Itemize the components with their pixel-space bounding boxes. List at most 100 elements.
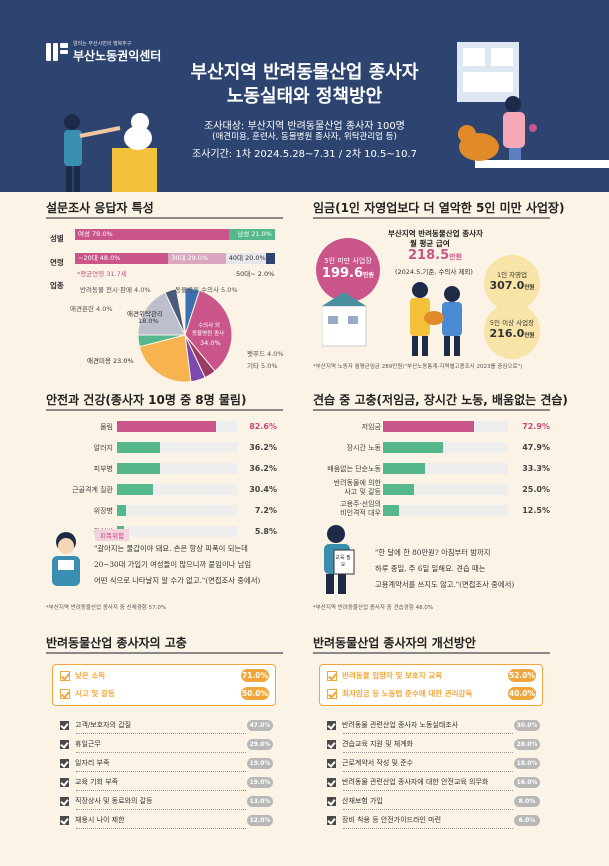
top-item-label: 사고 및 갈등 [75,689,115,698]
wage-unit: 만원 [449,253,463,261]
bar-label-text-2: 사고 및 갈등 [344,488,381,496]
dotted-line [343,752,513,753]
wage-basis: (2024.5.기준, 수의사 제외) [395,268,473,276]
bar-value: 82.6% [249,422,277,431]
age-bar: ~20대 48.0% 30대 29.0% 40대 20.0% [75,253,275,264]
top-item-value: 50.0% [241,687,269,700]
intern-quote-2: 하루 종일, 주 6일 일해요. 견습 때는 [375,564,486,573]
dotted-line [343,828,513,829]
dotted-line [343,790,513,791]
list-item-value: 8.0% [514,796,540,807]
list-item: 반려동물 관련산업 종사자에 대한 안전교육 의무화 [327,777,488,787]
intern-note: *부산지역 반려동물산업 종사자 중 견습경험 48.0% [313,605,434,611]
large-biz-circle: 5인 이상 사업장 216.0만원 [484,303,540,359]
list-item-label: 직장상사 및 동료와의 갈등 [75,797,153,805]
bar-label: 물림 [37,423,113,432]
self-employed-unit: 만원 [524,285,535,291]
pie-label-boarding-pct: 18.0% [138,317,159,325]
list-item-value: 19.0% [247,758,273,769]
bar-fill [117,421,217,432]
list-item: 고객/보호자의 갑질 [60,720,131,730]
check-icon [60,777,69,787]
list-item-value: 30.0% [514,720,540,731]
bar-label-text-2: 비인격적 대우 [340,509,381,517]
section-title-intern: 견습 중 고충(저임금, 장시간 노동, 배움없는 견습) [313,393,568,407]
bar-label-text: 물림 [100,423,113,431]
list-item: 휴일근무 [60,739,101,749]
bar-fill [117,484,154,495]
workers-illustration [322,282,462,356]
bar-label: 고용주·선임의 비인격적 대우 [305,500,381,518]
check-icon [60,758,69,768]
top-item-label: 최저임금 등 노동법 준수에 대한 관리감독 [342,689,473,698]
list-item-value: 47.0% [247,720,273,731]
org-name: 부산노동권익센터 [73,49,162,63]
dotted-line [343,771,513,772]
gender-bar: 여성 79.0% 남성 21.0% [75,229,275,240]
pie-label-grooming: 애견미용 23.0% [87,357,134,365]
check-icon [327,739,336,749]
stack-segment: 남성 21.0% [228,229,275,240]
list-item-value: 6.0% [514,815,540,826]
list-item: 직장상사 및 동료와의 갈등 [60,796,153,806]
list-item-value: 28.0% [514,739,540,750]
dotted-line [76,790,246,791]
age-label: 연령 [50,258,64,267]
list-item: 장비 착용 등 안전가이드라인 마련 [327,815,441,825]
pie-label-petfood: 펫푸드 4.0% [247,350,284,358]
top-item: 최저임금 등 노동법 준수에 대한 관리감독 [327,688,472,699]
top-item-label: 반려동물 입양자 및 보호자 교육 [342,671,443,680]
bar-label-text: 고용주·선임의 [340,500,381,508]
groomer-illustration [64,113,157,192]
check-icon [60,720,69,730]
stack-segment [266,253,275,264]
bar-label: 위장병 [37,507,113,516]
bar-track [383,463,508,474]
list-item-label: 휴일근무 [75,740,101,748]
improve-top-box [319,664,543,706]
list-item-value: 19.0% [247,777,273,788]
list-item-label: 견습교육 지원 및 체계화 [342,740,414,748]
bar-label-text: 위장병 [93,507,113,515]
bar-track [383,484,508,495]
section-title-hardship: 반려동물산업 종사자의 고충 [46,636,187,650]
top-item: 반려동물 입양자 및 보호자 교육 [327,670,442,681]
bar-fill [383,442,443,453]
pie-label-clinic: 수의사 외 [198,323,220,329]
list-item-value: 13.0% [247,796,273,807]
bar-fill [117,442,161,453]
bar-track [383,505,508,516]
check-icon [60,739,69,749]
bar-value: 36.2% [249,443,277,452]
age-50s: 50대~ 2.0% [236,270,275,278]
dotted-line [343,809,513,810]
age-average: *평균연령 31.7세 [77,270,127,278]
bar-label-text: 반려동물에 의한 [333,479,381,487]
check-icon [327,720,336,730]
bar-value: 7.2% [254,506,277,515]
list-item: 채용시 나이 제한 [60,815,125,825]
safety-note: *부산지역 반려동물산업 종사자 중 신체경험 57.0% [46,605,167,611]
divider [46,409,283,411]
bar-label: 알러지 [37,444,113,453]
title-line-1: 부산지역 반려동물산업 종사자 [190,62,419,83]
bar-fill [117,463,161,474]
list-item-label: 교육 기회 부족 [75,778,119,786]
top-item-label: 낮은 소득 [75,671,106,680]
divider [46,652,283,654]
bar-label: 근골격계 질환 [37,486,113,495]
list-item: 반려동물 관련산업 종사자 노동실태조사 [327,720,458,730]
top-item: 낮은 소득 [60,670,105,681]
bar-label: 저임금 [305,423,381,432]
vet-illustration [457,42,609,168]
survey-period: 조사기간: 1차 2024.5.28~7.31 / 2차 10.5~10.7 [191,149,417,160]
check-icon [327,758,336,768]
list-item-label: 반려동물 관련산업 종사자에 대한 안전교육 의무화 [342,778,489,786]
bar-value: 36.2% [249,464,277,473]
check-icon [327,815,336,825]
dotted-line [76,771,246,772]
large-biz-label: 5인 이상 사업장 [489,319,535,327]
top-item-value: 40.0% [508,687,536,700]
bar-label: 장시간 노동 [305,444,381,453]
wage-note: *부산지역 노동자 월평균임금 289만원("부산노동통계-지역별고용조사 20… [313,364,523,370]
